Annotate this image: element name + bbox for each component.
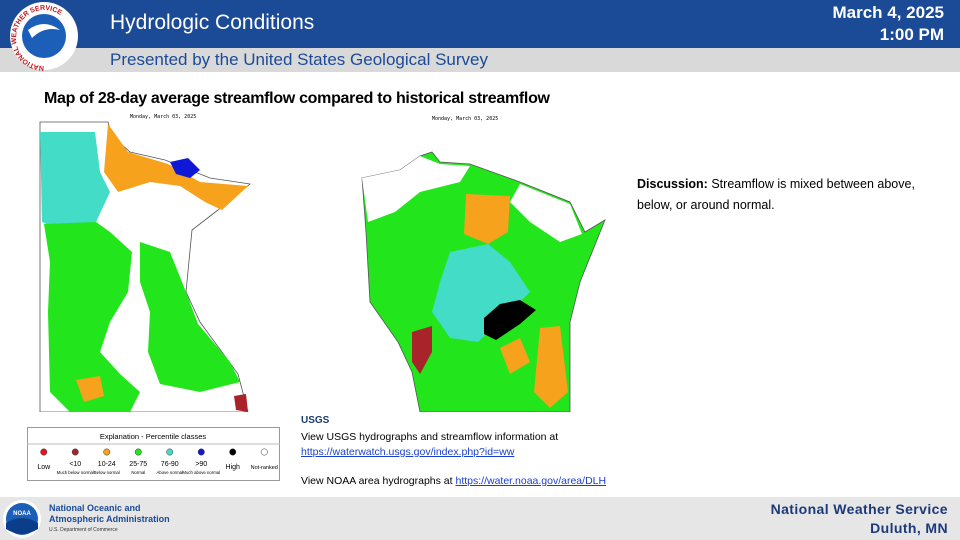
subtitle-bar: [0, 48, 960, 72]
legend-description: Much above normal: [182, 470, 220, 475]
legend-label: Low: [37, 464, 51, 471]
usgs-text: View USGS hydrographs and streamflow inf…: [301, 431, 559, 443]
legend-swatch: [71, 448, 79, 456]
noaa-badge: NOAA: [13, 511, 31, 517]
subtitle: Presented by the United States Geologica…: [110, 50, 488, 69]
noaa-text-label: View NOAA area hydrographs at: [301, 475, 453, 487]
map-date: Monday, March 03, 2025: [130, 114, 196, 120]
mn-blue: [170, 158, 200, 178]
wi-orange-se: [500, 338, 530, 374]
usgs-link[interactable]: https://waterwatch.usgs.gov/index.php?id…: [301, 446, 515, 458]
legend-description: Above normal: [156, 470, 183, 475]
legend-label: >90: [195, 461, 207, 468]
logo-disc: [22, 14, 66, 58]
legend-label: 10-24: [98, 461, 116, 468]
discussion-text: Streamflow is mixed between above, below…: [637, 177, 915, 212]
wi-red: [412, 326, 432, 374]
map-heading: Map of 28-day average streamflow compare…: [44, 90, 550, 107]
legend-description: Below normal: [94, 470, 120, 475]
legend-label: 76-90: [161, 461, 179, 468]
mn-green-w: [44, 222, 140, 412]
maps: Monday, March 03, 2025 Monday, March 03,…: [39, 114, 606, 412]
noaa-name-3: U.S. Department of Commerce: [49, 527, 118, 533]
legend-swatch: [260, 448, 268, 456]
noaa-wave: [6, 518, 38, 534]
legend-swatch: [103, 448, 111, 456]
legend-description: Much below normal: [57, 470, 94, 475]
legend-swatch: [197, 448, 205, 456]
mn-cyan: [40, 132, 110, 230]
wi-orange-e: [534, 326, 568, 408]
noaa-logo: NOAA: [3, 500, 41, 538]
legend-label: 25-75: [129, 461, 147, 468]
header-bar: [0, 0, 960, 48]
mn-green-e: [140, 242, 240, 392]
legend-label: <10: [69, 461, 81, 468]
noaa-name-1: National Oceanic and: [49, 503, 141, 513]
discussion: Discussion: Streamflow is mixed between …: [637, 174, 917, 216]
wi-white-n: [362, 156, 470, 222]
date: March 4, 2025: [832, 3, 944, 22]
mn-orange-s: [76, 376, 104, 402]
map-date: Monday, March 03, 2025: [432, 116, 498, 122]
legend-label: Not-ranked: [251, 465, 278, 471]
legend-title: Explanation - Percentile classes: [100, 432, 207, 441]
wi-white-ne: [510, 184, 582, 242]
legend-swatch: [229, 448, 237, 456]
office: National Weather Service: [770, 501, 948, 517]
mn-orange: [104, 124, 248, 210]
wi-cyan: [432, 244, 530, 342]
noaa-text: View NOAA area hydrographs at https://wa…: [301, 475, 606, 487]
wi-orange-n: [464, 194, 510, 244]
mn-red: [234, 394, 248, 412]
legend-label: High: [226, 464, 241, 471]
legend-swatch: [134, 448, 142, 456]
legend-box: [27, 427, 280, 481]
wi-black: [484, 300, 536, 340]
footer-bar: [0, 497, 960, 540]
nws-logo: NATIONAL WEATHER SERVICE: [10, 2, 78, 71]
logo-cloud: [28, 24, 60, 38]
legend-swatch: [40, 448, 48, 456]
legend: Explanation - Percentile classes Low <10 M…: [27, 427, 280, 481]
usgs-logo: USGS: [301, 415, 330, 426]
location: Duluth, MN: [870, 520, 948, 536]
legend-description: Normal: [131, 470, 145, 475]
time: 1:00 PM: [879, 25, 944, 44]
noaa-link[interactable]: https://water.noaa.gov/area/DLH: [455, 475, 607, 487]
title: Hydrologic Conditions: [110, 11, 315, 34]
legend-swatch: [166, 448, 174, 456]
discussion-label: Discussion:: [637, 177, 708, 191]
noaa-name-2: Atmospheric Administration: [49, 514, 170, 524]
